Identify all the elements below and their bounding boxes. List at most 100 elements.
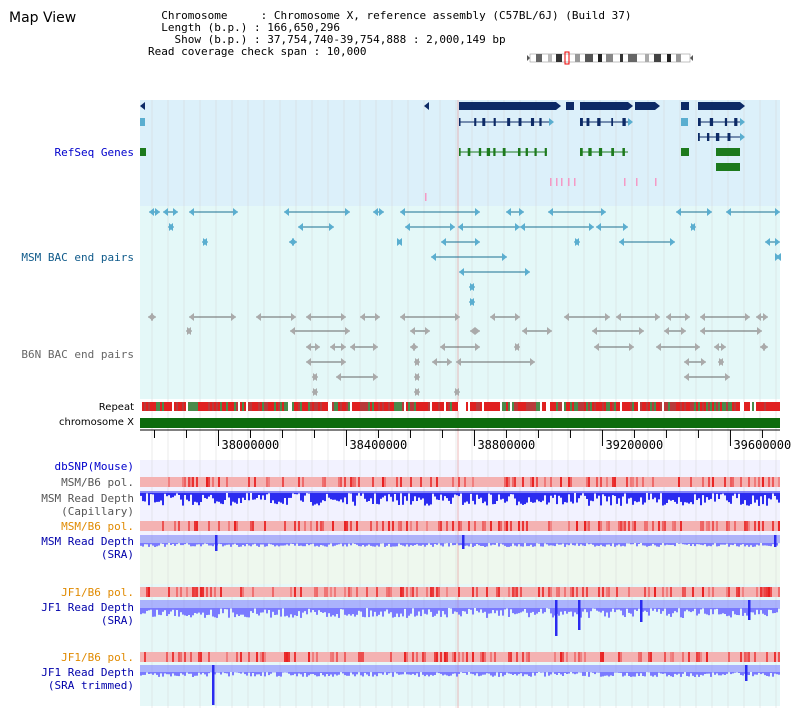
jf1-depth-sra-bar — [544, 608, 546, 613]
b6n-bac-label[interactable]: B6N BAC end pairs — [21, 348, 134, 361]
jf1-depth-trimmed-bar — [680, 672, 682, 677]
b6n-bac-pair-end — [375, 313, 380, 321]
repeat-block — [700, 402, 702, 411]
msm-bac-pair-end — [707, 208, 712, 216]
jf1-depth-trimmed-bar — [366, 672, 368, 675]
dbsnp-label[interactable]: dbSNP(Mouse) — [54, 460, 134, 473]
refseq-gene-strand-arrow — [628, 102, 633, 110]
b6n-bac-pair-end — [605, 313, 610, 321]
msm-depth-sra-bar — [176, 543, 178, 545]
jf1-depth-sra-bar — [464, 608, 466, 612]
msm-b6-pol-sra-variant — [702, 521, 704, 531]
jf1-depth-trimmed-label[interactable]: JF1 Read Depth (SRA trimmed) — [41, 666, 134, 692]
jf1-depth-sra-bar — [498, 608, 500, 616]
msm-depth-capillary-bar — [430, 493, 432, 505]
b6n-bac-pair-end — [701, 358, 706, 366]
msm-depth-sra-label[interactable]: MSM Read Depth (SRA) — [41, 535, 134, 561]
msm-depth-capillary-bar — [554, 493, 556, 495]
msm-b6-pol-sra-variant — [218, 521, 220, 531]
msm-depth-capillary-bar — [602, 493, 604, 495]
jf1-depth-sra-label[interactable]: JF1 Read Depth (SRA) — [41, 601, 134, 627]
jf1-depth-sra-bar — [472, 608, 474, 615]
msm-bac-track[interactable] — [149, 208, 781, 306]
msm-b6-pol-sra-label[interactable]: MSM/B6 pol. — [61, 520, 134, 533]
refseq-genes-label[interactable]: RefSeq Genes — [54, 146, 134, 159]
repeat-block — [724, 402, 726, 411]
jf1-depth-trimmed-bar — [286, 672, 288, 673]
refseq-gene-exon — [580, 102, 628, 110]
repeat-background — [140, 402, 780, 411]
jf1-depth-sra-bar — [314, 608, 316, 612]
msm-depth-sra-bar — [242, 543, 244, 545]
jf1-depth-trimmed-bar — [600, 672, 602, 677]
msm-bac-label[interactable]: MSM BAC end pairs — [21, 251, 134, 264]
repeat-block — [214, 402, 216, 411]
msm-depth-capillary-bar — [746, 493, 748, 506]
msm-depth-capillary-bar — [754, 493, 756, 503]
jf1-b6-pol-trimmed-label[interactable]: JF1/B6 pol. — [61, 651, 134, 664]
refseq-genes-track[interactable] — [140, 102, 745, 201]
repeat-track[interactable] — [140, 402, 780, 411]
msm-depth-capillary-bar — [678, 493, 680, 498]
repeat-block — [476, 402, 478, 411]
jf1-depth-sra-bar — [370, 608, 372, 611]
ideogram-band — [645, 54, 649, 62]
jf1-depth-sra-bar — [146, 608, 148, 611]
jf1-depth-trimmed-bar — [544, 672, 546, 677]
chromosome-bar[interactable] — [140, 418, 780, 428]
jf1-depth-trimmed-bar — [396, 672, 398, 674]
jf1-b6-pol-variant — [550, 587, 552, 597]
jf1-depth-sra-bar — [634, 608, 636, 610]
msm-depth-capillary-bar — [764, 493, 766, 495]
msm-depth-capillary-bar — [286, 493, 288, 505]
jf1-depth-sra-bar — [296, 608, 298, 616]
repeat-block — [734, 402, 736, 411]
jf1-b6-pol-trimmed-variant — [562, 652, 564, 662]
jf1-depth-sra-bar — [262, 608, 264, 613]
jf1-depth-trimmed-bar — [156, 672, 158, 675]
msm-depth-capillary-label[interactable]: MSM Read Depth (Capillary) — [41, 492, 134, 518]
variant-depth-tracks[interactable] — [140, 477, 780, 705]
jf1-depth-trimmed-bar — [702, 672, 704, 676]
msm-b6-pol-sra-variant — [662, 521, 664, 531]
msm-depth-capillary-bar — [386, 493, 388, 502]
chromosome-ideogram[interactable] — [527, 51, 693, 65]
jf1-depth-sra-bar — [154, 608, 156, 617]
msm-b6-pol-sra-variant — [606, 521, 608, 531]
msm-depth-capillary-bar — [586, 493, 588, 499]
msm-depth-capillary-bar — [378, 493, 380, 505]
repeat-block — [506, 402, 508, 411]
refseq-pink-mark — [574, 178, 576, 186]
msm-depth-capillary-bar — [622, 493, 624, 497]
msm-depth-sra-bar — [740, 543, 742, 545]
msm-b6-pol-label[interactable]: MSM/B6 pol. — [61, 476, 134, 489]
refseq-transcript-arrow — [740, 118, 745, 126]
jf1-depth-trimmed-bar — [540, 672, 542, 673]
msm-depth-sra-bar — [308, 543, 310, 546]
jf1-b6-pol-trimmed-variant — [344, 652, 346, 662]
msm-depth-capillary-bar — [140, 493, 142, 496]
jf1-depth-sra-bar — [380, 608, 382, 612]
repeat-block — [414, 402, 416, 411]
msm-depth-capillary-bar — [424, 493, 426, 506]
msm-depth-capillary-bar — [422, 493, 424, 499]
jf1-b6-pol-variant — [762, 587, 764, 597]
msm-depth-capillary-bar — [512, 493, 514, 495]
jf1-depth-sra-bar — [482, 608, 484, 613]
ideogram-band — [606, 54, 613, 62]
jf1-depth-trimmed-bar — [568, 672, 570, 674]
refseq-transcript-exon — [518, 118, 522, 126]
b6n-bac-track[interactable] — [148, 313, 768, 396]
jf1-depth-sra-bar — [596, 608, 598, 611]
jf1-depth-trimmed-bar — [562, 672, 564, 676]
refseq-green-exon — [502, 148, 506, 156]
jf1-depth-sra-bar — [670, 608, 672, 617]
msm-depth-capillary-bar — [526, 493, 528, 503]
msm-depth-capillary-bar — [330, 493, 332, 500]
jf1-b6-pol-label[interactable]: JF1/B6 pol. — [61, 586, 134, 599]
repeat-block — [298, 402, 300, 411]
msm-b6-pol-variant — [206, 477, 208, 487]
jf1-depth-trimmed-bar — [660, 672, 662, 674]
jf1-depth-sra-bar — [344, 608, 346, 615]
